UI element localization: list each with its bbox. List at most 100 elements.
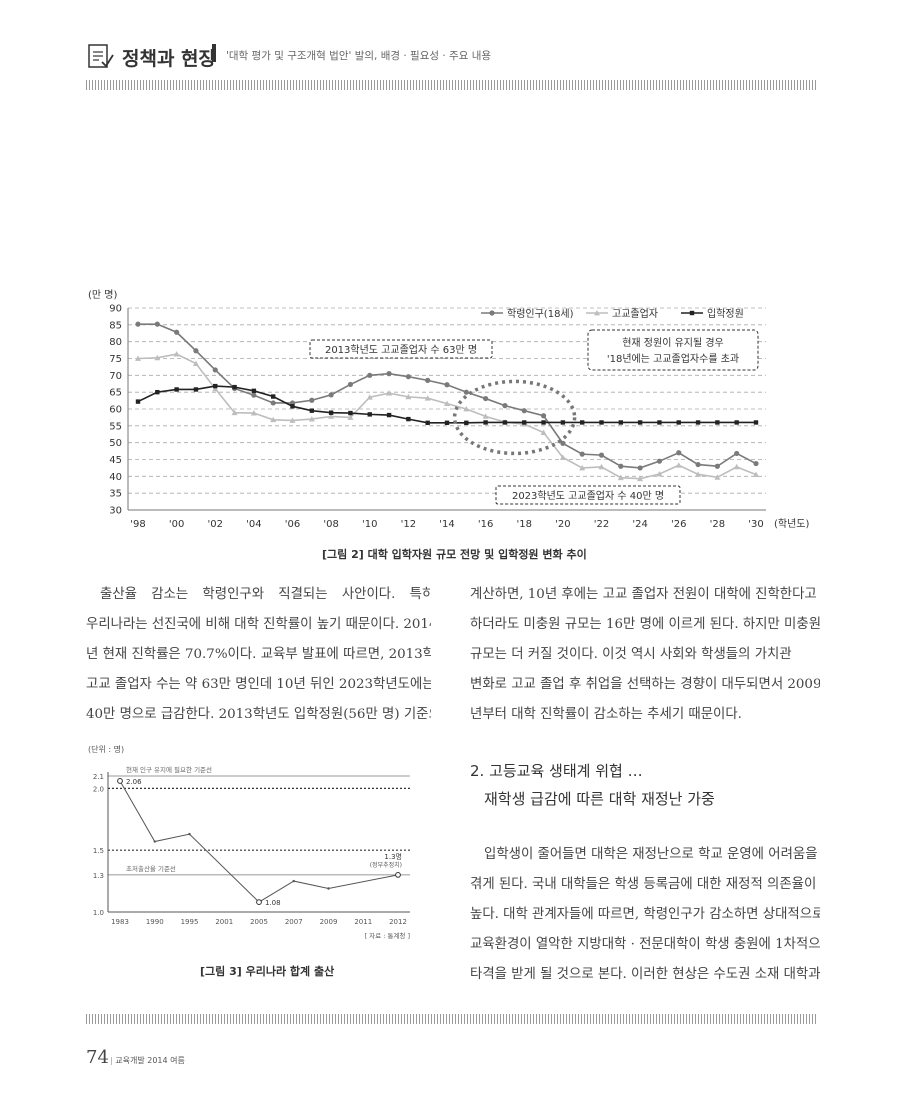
data-point [695, 471, 702, 477]
text-line: 년 현재 진학률은 70.7%이다. 교육부 발표에 따르면, 2013학년도 [86, 647, 431, 662]
x-tick-label: '18 [517, 519, 532, 530]
x-tick-label: '10 [362, 519, 377, 530]
data-point [522, 420, 527, 425]
data-point [328, 413, 335, 419]
x-tick-label: '28 [710, 519, 725, 530]
text-line: 타격을 받게 될 것으로 본다. 이러한 현상은 수도권 소재 대학과 [470, 967, 820, 982]
data-point [714, 463, 720, 469]
data-point [734, 420, 739, 425]
x-tick-label: '30 [748, 519, 763, 530]
document-icon [86, 42, 116, 72]
highlight-ellipse [452, 379, 577, 456]
text-line: 규모는 더 커질 것이다. 이것 역시 사회와 학생들의 가치관 [470, 647, 792, 662]
x-tick-label: '02 [208, 519, 223, 530]
data-point [424, 395, 431, 401]
data-point [715, 420, 720, 425]
data-point [463, 389, 469, 395]
data-point [695, 420, 701, 425]
data-point [174, 387, 179, 392]
data-point [579, 420, 585, 425]
figure-3-line-chart: (단위 : 명) 1.0 1.3 1.5 2.0 2.1 현재 인구 유지에 필요한 기준선… [88, 744, 410, 940]
data-point [154, 354, 161, 361]
data-point [541, 420, 546, 425]
data-point [502, 420, 508, 425]
data-point [734, 450, 740, 457]
data-label-1983: 2.06 [126, 778, 142, 786]
data-point [618, 420, 624, 425]
legend-label: 입학정원 [707, 307, 744, 320]
text-line: 교육환경이 열악한 지방대학 · 전문대학이 학생 충원에 1차적으로 [470, 937, 820, 952]
x-tick-label: 2005 [250, 918, 268, 926]
x-tick-label: '24 [632, 519, 647, 530]
text-line: 겪게 된다. 국내 대학들은 학생 등록금에 대한 재정적 의존율이 [470, 877, 817, 892]
data-point [599, 420, 604, 425]
journal-label: 교육개발 2014 여름 [115, 1056, 185, 1065]
data-point [212, 385, 219, 392]
annotation-quota-line-1: 현재 정원이 유지될 경우 [622, 336, 724, 349]
y-axis-unit: (만 명) [88, 289, 117, 301]
data-point [753, 471, 759, 478]
y-tick-label: 65 [109, 388, 122, 399]
y-tick-label: 30 [109, 506, 122, 517]
data-point [348, 410, 353, 416]
y-tick-label: 45 [109, 455, 122, 466]
data-point [425, 377, 431, 383]
data-point [425, 420, 430, 426]
data-point [579, 464, 586, 471]
x-tick-label: 1995 [181, 918, 199, 926]
data-point [193, 348, 199, 354]
data-point [173, 351, 180, 357]
data-point [406, 416, 411, 422]
y-tick-label: 55 [109, 421, 122, 432]
data-point-highlight [256, 899, 262, 906]
data-point [135, 321, 141, 327]
annotation-box [587, 329, 759, 371]
text-line: 고교 졸업자 수는 약 63만 명인데 10년 뒤인 2023학년도에는 [86, 677, 431, 692]
data-point [367, 412, 372, 417]
text-line: 년부터 대학 진학률이 감소하는 추세기 때문이다. [470, 707, 742, 722]
data-point [733, 463, 740, 470]
data-point [270, 416, 277, 423]
data-point [135, 399, 141, 404]
data-point [308, 416, 315, 422]
body-paragraph-left: 출산율 감소는 학령인구와 직결되는 사안이다. 특히 우리나라는 선진국에 비… [86, 580, 431, 730]
data-point [540, 429, 547, 435]
data-point [327, 887, 330, 890]
text-line: 변화로 고교 졸업 후 취업을 선택하는 경향이 대두되면서 2009 [470, 677, 820, 692]
y-tick-label: 90 [109, 304, 122, 315]
annotation-2013: 2013학년도 고교졸업자 수 63만 명 [325, 343, 477, 356]
y-tick-label: 35 [109, 489, 122, 500]
legend-marker [689, 310, 695, 316]
data-point [502, 403, 508, 409]
data-point [386, 412, 392, 418]
section-heading-line-1: 2. 고등교육 생태계 위협 … [470, 762, 643, 780]
x-tick-label: '98 [130, 519, 145, 530]
data-point [637, 465, 643, 471]
data-point [290, 404, 295, 409]
x-tick-label: '16 [478, 519, 493, 530]
legend-marker [594, 310, 600, 316]
legend-label: 고교졸업자 [612, 307, 658, 320]
legend-label: 학령인구(18세) [507, 308, 574, 320]
x-tick-label: 1983 [111, 918, 129, 926]
y-tick-label: 80 [109, 337, 122, 348]
text-line: 40만 명으로 급감한다. 2013학년도 입학정원(56만 명) 기준으로 [86, 707, 431, 722]
x-tick-label: 2009 [320, 918, 338, 926]
data-point [405, 374, 411, 380]
y-tick-label: 1.5 [93, 847, 104, 855]
data-point [135, 355, 141, 361]
data-point [676, 420, 681, 425]
text-line: 우리나라는 선진국에 비해 대학 진학률이 높기 때문이다. 2014 [86, 617, 431, 632]
data-point [598, 463, 605, 470]
data-point [559, 454, 566, 460]
x-tick-label: '14 [439, 519, 454, 530]
x-tick-label: '12 [401, 519, 416, 530]
footer-stripe [86, 1014, 816, 1024]
data-point [212, 367, 218, 373]
data-label-2012: 1.3명 [384, 852, 402, 861]
data-point [367, 372, 373, 378]
journal-name: | 교육개발 2014 여름 [110, 1056, 185, 1065]
tfr-series-line [119, 780, 399, 903]
data-point [232, 384, 237, 390]
data-point [405, 393, 412, 400]
